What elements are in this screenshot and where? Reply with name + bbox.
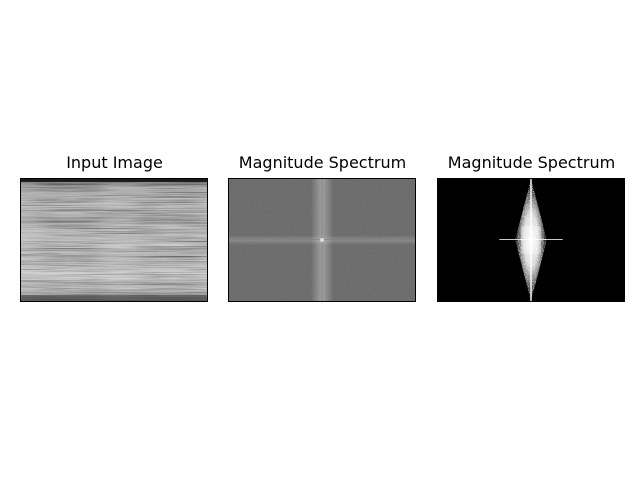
input-image-panel xyxy=(20,178,208,302)
panel-title-input-image: Input Image xyxy=(66,153,163,172)
magnitude-spectrum-binary-image xyxy=(438,179,624,301)
magnitude-spectrum-binary-panel xyxy=(437,178,625,302)
magnitude-spectrum-gray-image xyxy=(229,179,415,301)
magnitude-spectrum-gray-panel xyxy=(228,178,416,302)
panel-title-magnitude-spectrum-gray: Magnitude Spectrum xyxy=(238,153,407,172)
panel-title-magnitude-spectrum-binary: Magnitude Spectrum xyxy=(447,153,616,172)
input-image-texture xyxy=(21,179,207,301)
